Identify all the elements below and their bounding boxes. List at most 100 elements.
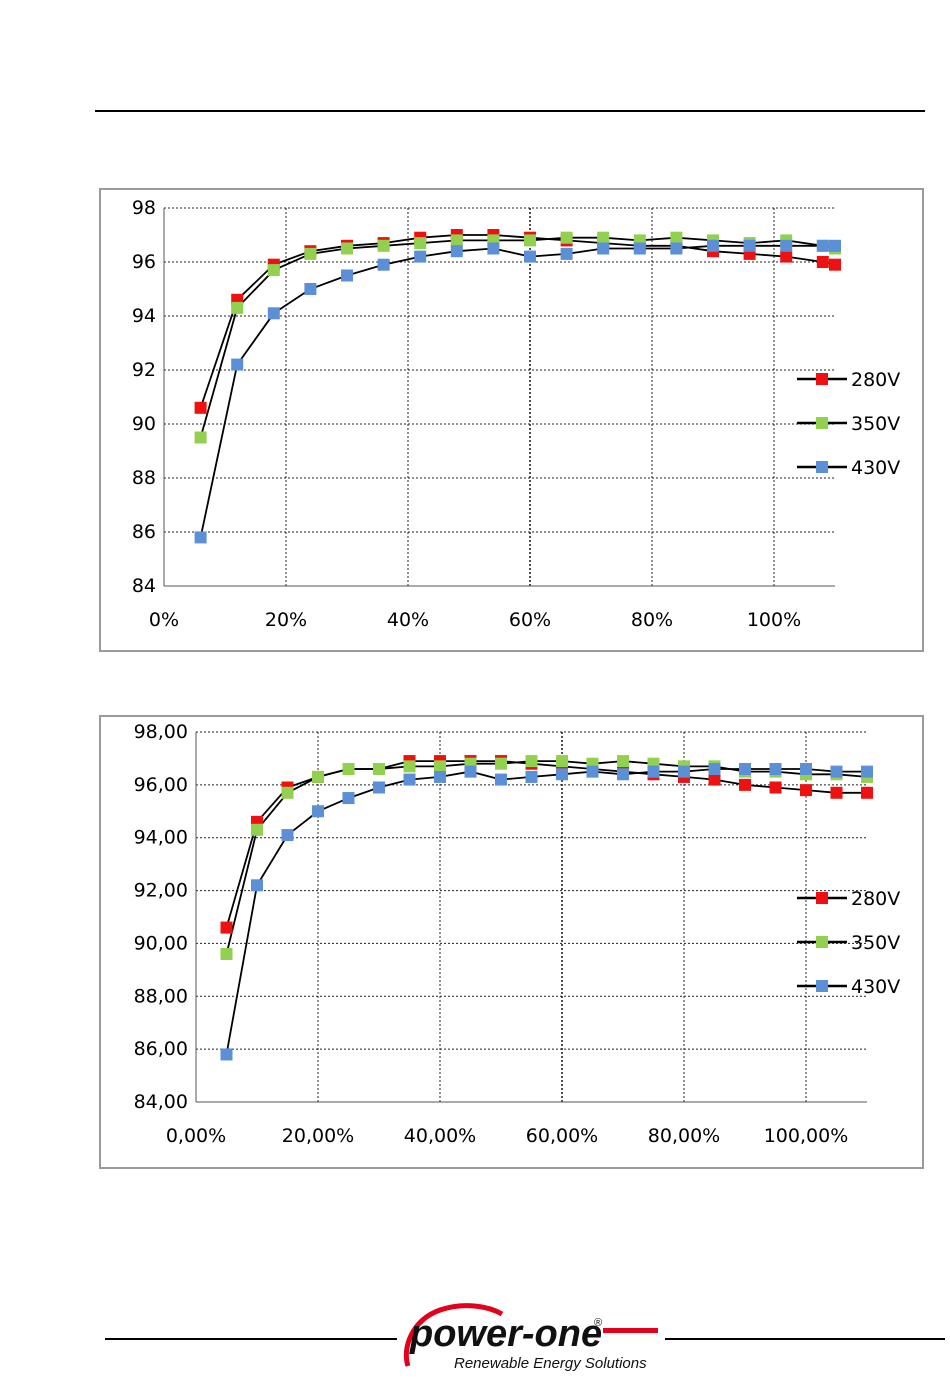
logo-registered: ® bbox=[594, 1317, 602, 1329]
data-point-430V bbox=[267, 307, 280, 320]
data-point-430V bbox=[341, 269, 353, 282]
data-point-430V bbox=[556, 768, 568, 781]
data-point-280V bbox=[830, 786, 843, 799]
x-tick-label: 60% bbox=[509, 609, 551, 631]
data-point-350V bbox=[450, 234, 463, 247]
data-point-350V bbox=[342, 763, 355, 775]
x-tick-label: 80,00% bbox=[648, 1125, 720, 1147]
data-point-350V bbox=[267, 264, 280, 277]
series-line-350V bbox=[199, 236, 836, 438]
data-point-280V bbox=[800, 784, 812, 797]
legend-marker bbox=[816, 373, 828, 385]
data-point-430V bbox=[304, 283, 317, 295]
footer-rule-right bbox=[665, 1338, 945, 1340]
y-tick-label: 88 bbox=[132, 467, 156, 489]
data-point-430V bbox=[450, 245, 463, 258]
x-tick-label: 60,00% bbox=[526, 1125, 598, 1147]
data-point-430V bbox=[525, 770, 538, 783]
y-tick-label: 90 bbox=[132, 413, 156, 435]
data-point-350V bbox=[373, 763, 385, 775]
chart-2-svg: 84,00 86,00 88,00 90,00 92,00 94,00 96,00 98,00… bbox=[134, 721, 901, 1147]
data-point-350V bbox=[560, 231, 573, 244]
data-point-430V bbox=[780, 239, 793, 252]
data-point-430V bbox=[434, 770, 446, 783]
logo-tagline: Renewable Energy Solutions bbox=[454, 1355, 647, 1372]
data-point-280V bbox=[861, 786, 873, 799]
data-point-430V bbox=[769, 763, 782, 775]
data-point-430V bbox=[560, 247, 573, 260]
efficiency-chart-1: 84 86 88 90 92 94 96 98 0% 20% 40% 60% 80% 100% 280V 35… bbox=[99, 188, 924, 652]
data-point-350V bbox=[220, 948, 233, 960]
data-point-280V bbox=[769, 781, 782, 794]
legend-label: 350V bbox=[851, 932, 900, 954]
footer: power-one ® Renewable Energy Solutions bbox=[0, 1290, 950, 1381]
data-point-350V bbox=[377, 239, 390, 252]
footer-rule-left bbox=[105, 1338, 397, 1340]
data-point-430V bbox=[647, 765, 660, 778]
series-line-430V bbox=[199, 244, 835, 538]
legend-label: 430V bbox=[851, 457, 900, 479]
data-point-350V bbox=[434, 760, 446, 773]
data-point-280V bbox=[739, 778, 751, 791]
logo-brand: power-one bbox=[409, 1313, 602, 1355]
data-point-430V bbox=[342, 792, 355, 805]
data-point-430V bbox=[633, 242, 646, 255]
data-point-430V bbox=[586, 765, 599, 778]
y-tick-label: 86 bbox=[132, 521, 156, 543]
data-point-430V bbox=[739, 763, 751, 775]
data-point-280V bbox=[780, 250, 793, 263]
data-point-430V bbox=[251, 879, 263, 892]
logo-red-bar bbox=[603, 1328, 658, 1333]
chart-1-svg: 84 86 88 90 92 94 96 98 0% 20% 40% 60% 80% 100% 280V 35… bbox=[132, 197, 900, 631]
x-tick-label: 20% bbox=[265, 609, 307, 631]
data-point-430V bbox=[816, 239, 829, 252]
data-point-280V bbox=[816, 256, 829, 268]
legend-marker bbox=[816, 980, 828, 992]
data-point-280V bbox=[220, 921, 233, 934]
y-tick-label: 92,00 bbox=[134, 880, 188, 902]
data-point-430V bbox=[312, 805, 324, 818]
data-point-350V bbox=[617, 755, 629, 768]
data-point-430V bbox=[487, 242, 500, 255]
legend-label: 280V bbox=[851, 369, 900, 391]
x-tick-label: 20,00% bbox=[282, 1125, 354, 1147]
legend-label: 430V bbox=[851, 976, 900, 998]
data-point-430V bbox=[597, 242, 610, 255]
data-point-350V bbox=[341, 242, 353, 255]
efficiency-chart-2: 84,00 86,00 88,00 90,00 92,00 94,00 96,00 98,00… bbox=[99, 715, 924, 1169]
data-point-430V bbox=[617, 768, 629, 781]
data-point-430V bbox=[464, 765, 477, 778]
y-tick-label: 88,00 bbox=[134, 985, 188, 1007]
data-point-430V bbox=[670, 242, 683, 255]
data-point-430V bbox=[800, 763, 812, 775]
series-line-350V bbox=[225, 760, 868, 955]
data-point-430V bbox=[678, 765, 690, 778]
data-point-430V bbox=[220, 1048, 233, 1061]
legend-label: 280V bbox=[851, 888, 900, 910]
data-point-430V bbox=[403, 773, 416, 786]
x-tick-label: 100,00% bbox=[764, 1125, 849, 1147]
data-point-350V bbox=[556, 755, 568, 768]
data-point-430V bbox=[830, 765, 843, 778]
x-tick-label: 80% bbox=[631, 609, 673, 631]
legend-marker bbox=[816, 417, 828, 429]
y-tick-label: 84 bbox=[132, 575, 156, 597]
data-point-350V bbox=[312, 770, 324, 783]
legend-marker bbox=[816, 461, 828, 473]
logo-swoosh bbox=[403, 1303, 504, 1367]
y-tick-label: 98,00 bbox=[134, 721, 188, 743]
y-tick-label: 96,00 bbox=[134, 774, 188, 796]
data-point-350V bbox=[524, 234, 536, 247]
data-point-430V bbox=[743, 239, 756, 252]
data-point-430V bbox=[414, 250, 427, 263]
data-point-430V bbox=[861, 765, 873, 778]
series-line-430V bbox=[225, 768, 867, 1055]
data-point-350V bbox=[304, 247, 317, 260]
data-point-280V bbox=[708, 773, 721, 786]
data-point-430V bbox=[281, 829, 294, 842]
data-point-350V bbox=[194, 431, 207, 444]
legend-marker bbox=[816, 936, 828, 948]
x-tick-label: 0,00% bbox=[166, 1125, 226, 1147]
data-point-430V bbox=[373, 781, 385, 794]
data-point-350V bbox=[525, 755, 538, 768]
